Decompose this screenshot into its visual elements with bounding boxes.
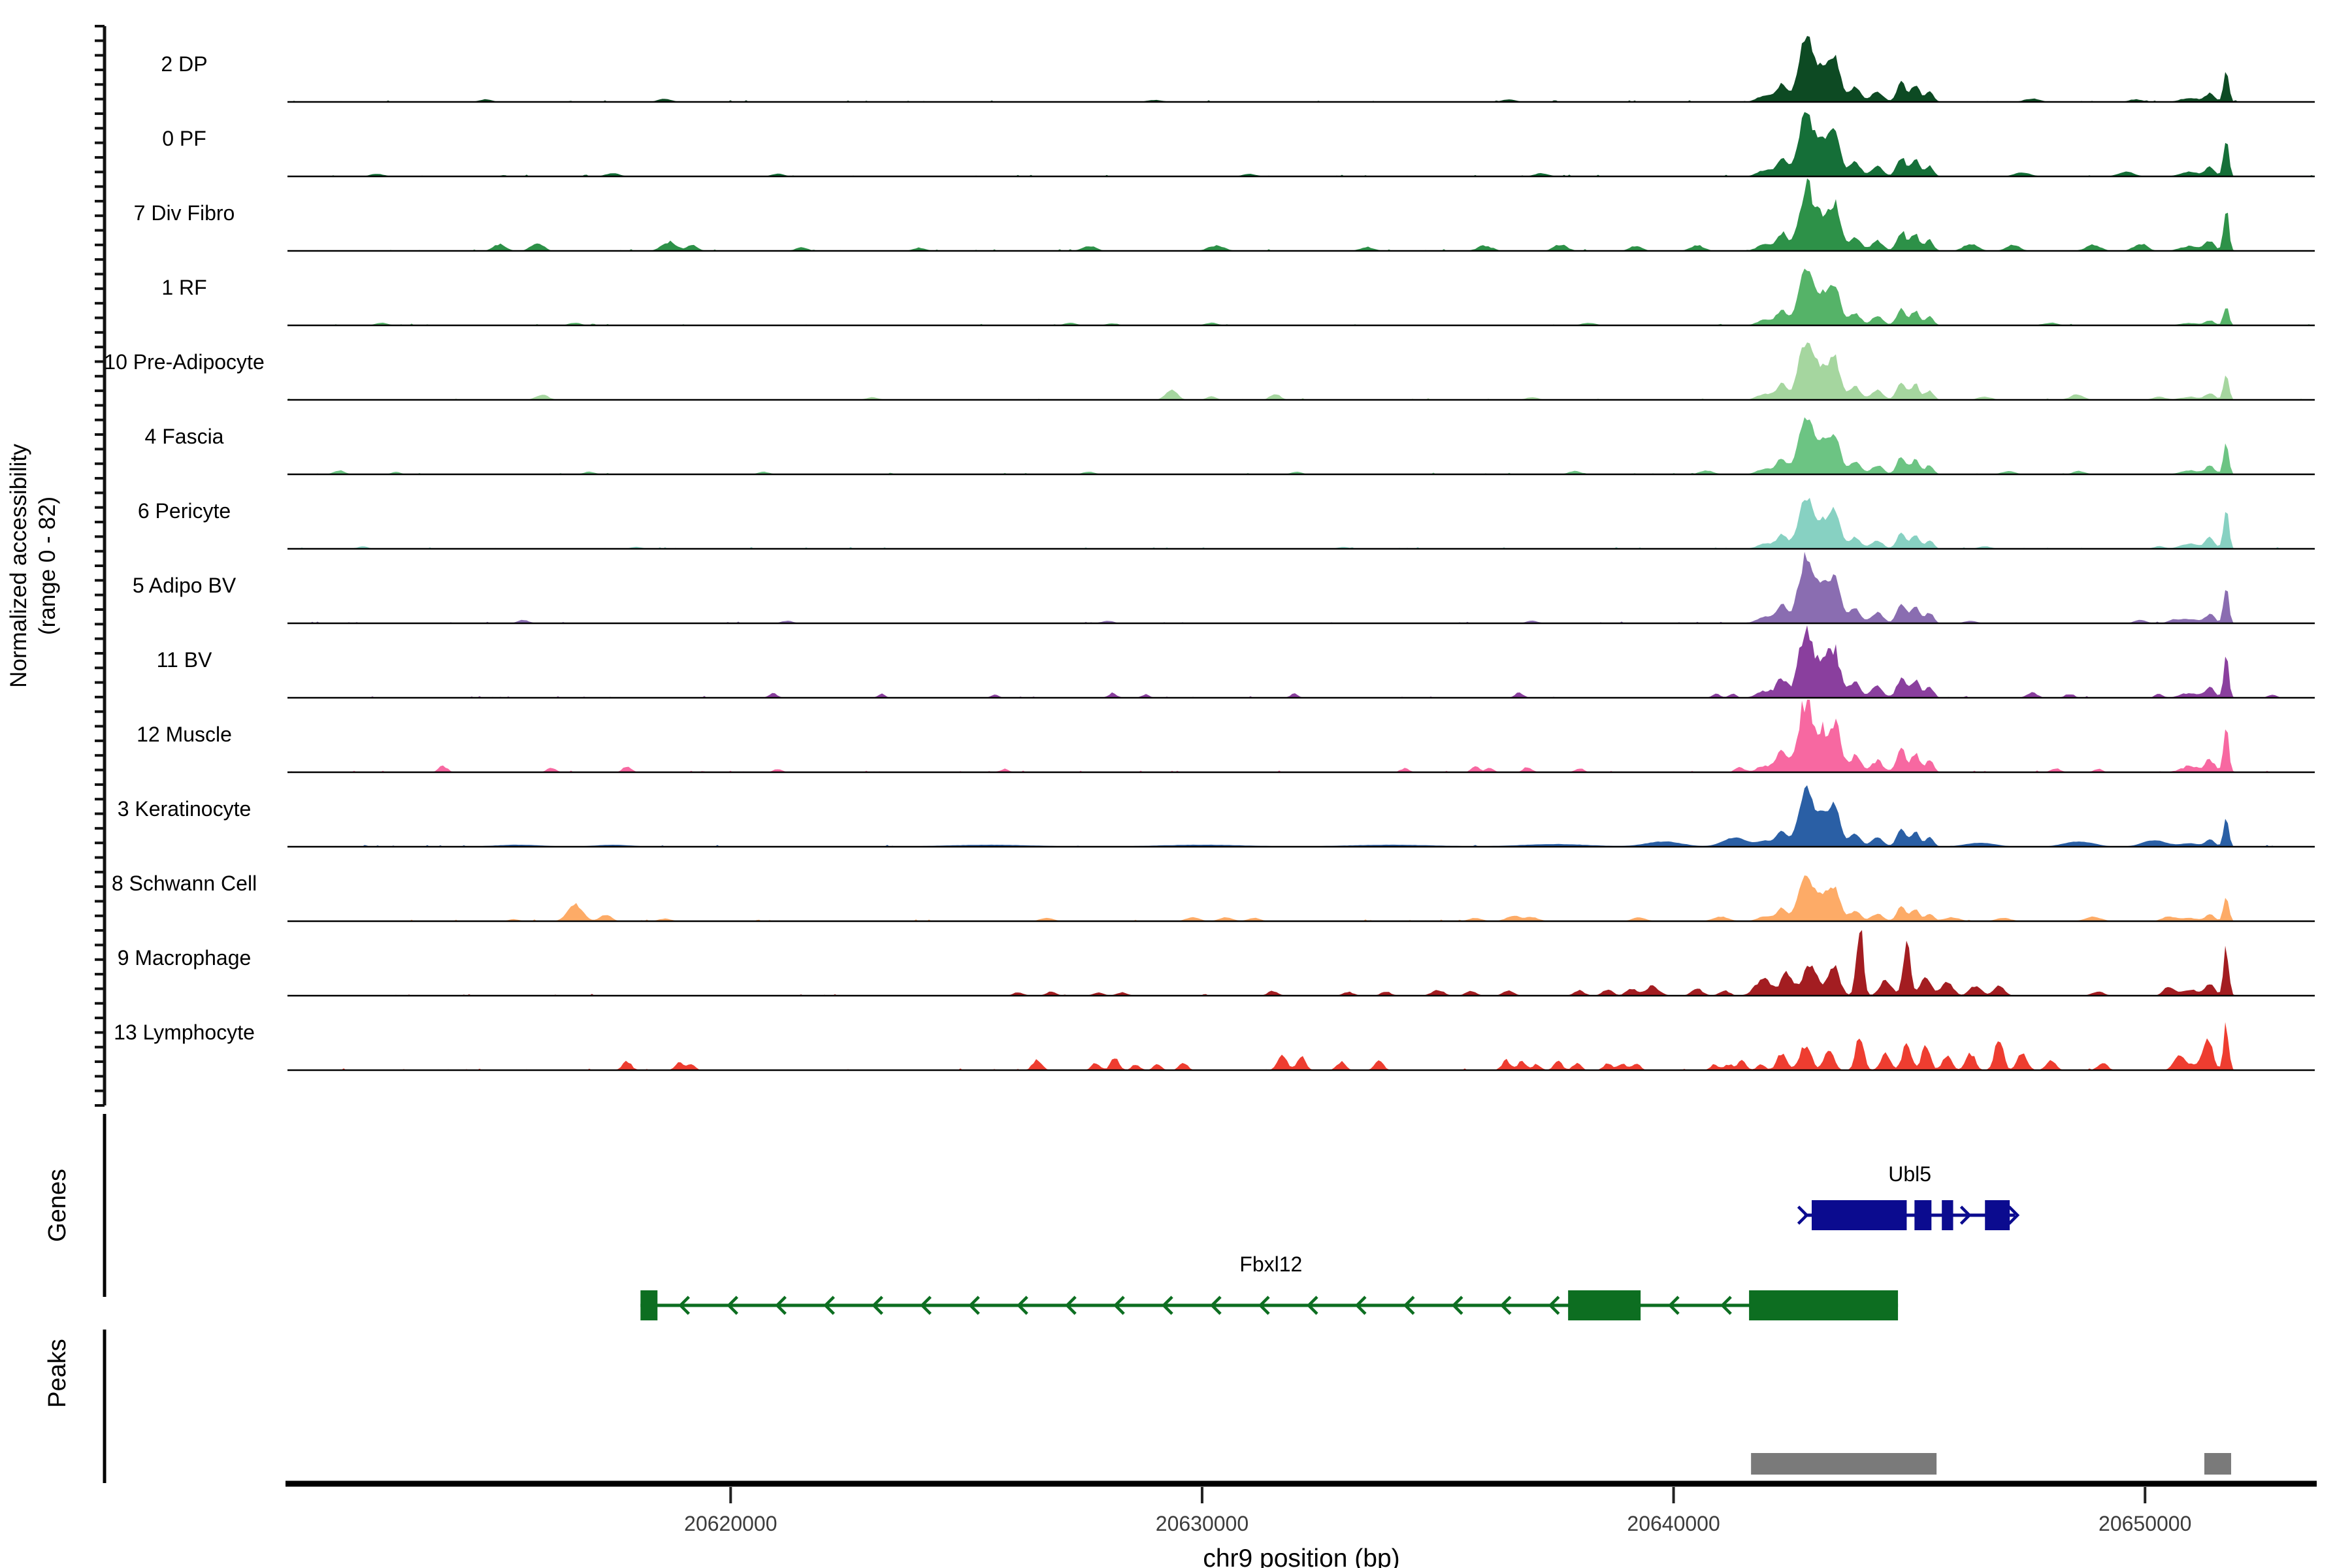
coverage-area-11-bv — [287, 625, 2315, 698]
track-label-12-muscle: 12 Muscle — [137, 723, 232, 746]
x-axis-tick-label: 20650000 — [2099, 1512, 2191, 1535]
track-label-7-div-fibro: 7 Div Fibro — [134, 201, 235, 225]
x-axis-title: chr9 position (bp) — [1203, 1544, 1399, 1568]
peak-calls — [103, 1330, 2231, 1483]
peak-interval-bar — [1751, 1453, 1937, 1475]
gene-strand-chevron — [727, 1296, 739, 1315]
gene-strand-chevron — [1548, 1296, 1560, 1315]
gene-exon — [1942, 1200, 1953, 1230]
track-label-4-fascia: 4 Fascia — [145, 425, 224, 448]
gene-strand-chevron — [823, 1296, 835, 1315]
track-label-0-pf: 0 PF — [162, 127, 206, 150]
gene-strand-chevron — [678, 1296, 691, 1315]
gene-exon — [1985, 1200, 2010, 1230]
peak-interval-bar — [2204, 1453, 2231, 1475]
track-label-3-keratinocyte: 3 Keratinocyte — [118, 797, 252, 821]
gene-strand-chevron — [1720, 1296, 1732, 1315]
y-axis-label-line1: Normalized accessibility — [6, 444, 31, 688]
gene-strand-chevron — [2008, 1205, 2020, 1225]
gene-name-label: Fbxl12 — [1239, 1252, 1302, 1276]
coverage-area-6-pericyte — [287, 497, 2315, 549]
coverage-area-2-dp — [287, 36, 2315, 102]
coverage-area-1-rf — [287, 269, 2315, 325]
accessibility-ruler — [95, 25, 106, 1107]
coverage-area-13-lymphocyte — [287, 1022, 2315, 1070]
track-label-10-pre-adipocyte: 10 Pre-Adipocyte — [104, 350, 264, 374]
coverage-area-5-adipo-bv — [287, 551, 2315, 623]
gene-strand-chevron — [872, 1296, 883, 1315]
gene-strand-chevron — [1209, 1296, 1222, 1315]
track-label-1-rf: 1 RF — [161, 276, 206, 299]
gene-strand-chevron — [1161, 1296, 1173, 1315]
gene-strand-chevron — [1354, 1296, 1367, 1315]
coverage-area-0-pf — [287, 112, 2315, 176]
track-label-9-macrophage: 9 Macrophage — [118, 946, 252, 970]
x-axis-tick-label: 20640000 — [1627, 1512, 1720, 1535]
gene-strand-chevron — [1017, 1296, 1028, 1315]
gene-exon — [1914, 1200, 1932, 1230]
gene-strand-chevron — [1959, 1205, 1972, 1225]
coverage-area-10-pre-adipocyte — [287, 342, 2315, 400]
coverage-area-3-keratinocyte — [287, 785, 2315, 847]
gene-strand-chevron — [1499, 1296, 1512, 1315]
gene-exon — [1812, 1200, 1907, 1230]
gene-exon — [1749, 1290, 1899, 1320]
track-label-11-bv: 11 BV — [157, 648, 212, 672]
track-label-13-lymphocyte: 13 Lymphocyte — [114, 1021, 255, 1044]
gene-fbxl12: Fbxl12 — [640, 1252, 1899, 1320]
accessibility-tracks: 2 DP 0 PF 7 Div Fibro 1 RF 10 Pre-Adipocyte 4… — [104, 36, 2315, 1071]
track-label-5-adipo-bv: 5 Adipo BV — [133, 574, 237, 597]
gene-strand-chevron — [1113, 1296, 1125, 1315]
gene-strand-chevron — [1258, 1296, 1270, 1315]
gene-exon — [640, 1290, 658, 1320]
gene-strand-chevron — [1667, 1296, 1680, 1315]
gene-exon — [1568, 1290, 1641, 1320]
gene-strand-chevron — [968, 1296, 980, 1315]
coverage-area-7-div-fibro — [287, 178, 2315, 251]
y-axis-label-line2: (range 0 - 82) — [35, 497, 60, 635]
x-axis-tick-label: 20630000 — [1156, 1512, 1249, 1535]
peaks-section-label: Peaks — [44, 1339, 71, 1408]
genes-section-label: Genes — [44, 1169, 71, 1242]
gene-strand-chevron — [775, 1296, 787, 1315]
track-label-2-dp: 2 DP — [161, 52, 207, 76]
track-label-8-schwann-cell: 8 Schwann Cell — [112, 872, 257, 895]
gene-strand-chevron — [920, 1296, 932, 1315]
track-label-6-pericyte: 6 Pericyte — [138, 499, 231, 523]
gene-strand-chevron — [1451, 1296, 1463, 1315]
gene-strand-chevron — [1306, 1296, 1318, 1315]
coverage-area-9-macrophage — [287, 930, 2315, 996]
gene-strand-chevron — [1797, 1205, 1809, 1225]
coverage-area-12-muscle — [287, 700, 2315, 772]
coverage-area-4-fascia — [287, 417, 2315, 474]
gene-name-label: Ubl5 — [1888, 1162, 1931, 1186]
gene-models: Ubl5 Fbxl12 — [103, 1114, 2020, 1320]
coverage-area-8-schwann-cell — [287, 875, 2315, 921]
gene-strand-chevron — [1403, 1296, 1415, 1315]
x-axis-tick-label: 20620000 — [684, 1512, 777, 1535]
gene-strand-chevron — [1064, 1296, 1077, 1315]
x-axis: 20620000 20630000 20640000 20650000 — [286, 1480, 2317, 1535]
gene-ubl5: Ubl5 — [1797, 1162, 2020, 1230]
